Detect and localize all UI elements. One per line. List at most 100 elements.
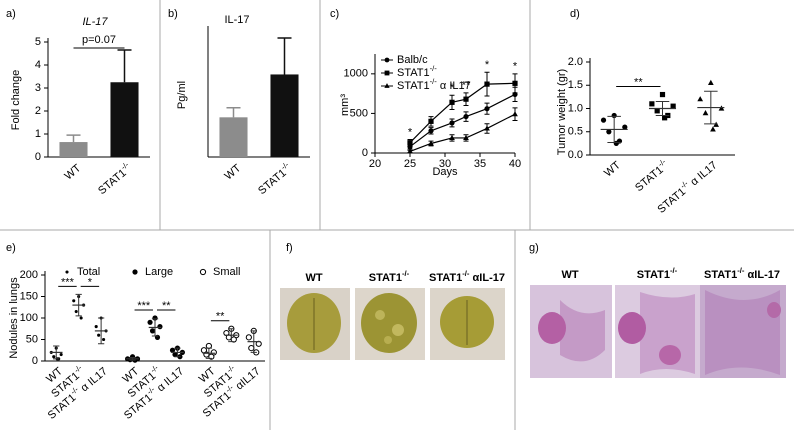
marker <box>512 111 518 117</box>
x-tick-label: 35 <box>474 158 486 170</box>
photo-caption: WT <box>305 272 322 284</box>
marker <box>622 124 628 130</box>
marker <box>74 309 78 314</box>
x-tick-label: 40 <box>509 158 521 170</box>
y-tick-label: 0 <box>362 147 368 159</box>
y-tick-label: 2.0 <box>568 56 583 68</box>
legend-label: Total <box>77 266 100 278</box>
y-tick-label: 0.5 <box>568 126 583 138</box>
y-tick-label: 5 <box>35 36 41 48</box>
y-tick-label: 0 <box>35 151 41 163</box>
marker <box>484 125 490 131</box>
marker <box>659 91 666 98</box>
lung <box>361 293 417 353</box>
tumor <box>538 312 566 344</box>
significance-label: * <box>513 61 518 73</box>
legend-label: Large <box>145 266 173 278</box>
y-axis-label: Fold change <box>10 70 22 131</box>
sd-bar <box>607 115 621 143</box>
marker <box>449 120 455 126</box>
bar <box>59 142 88 157</box>
photo-caption: STAT1-/- <box>369 269 410 284</box>
sd-bar <box>53 345 60 360</box>
marker <box>707 79 714 86</box>
marker <box>132 269 138 275</box>
sd-bar <box>75 293 82 317</box>
panel-label: d) <box>570 8 580 20</box>
marker <box>248 345 255 352</box>
tissue <box>640 292 695 374</box>
significance-label: * <box>88 276 93 288</box>
marker <box>52 355 56 359</box>
photo-caption: STAT1-/- <box>637 266 678 281</box>
legend-label: STAT1-/- <box>397 64 437 79</box>
panel-label: a) <box>6 8 16 20</box>
marker <box>384 83 390 88</box>
sd-bar <box>655 101 670 116</box>
sd-bar <box>704 90 718 125</box>
marker <box>65 270 69 274</box>
marker <box>199 268 207 276</box>
marker <box>484 106 490 112</box>
marker <box>245 334 252 341</box>
marker <box>59 352 63 357</box>
marker <box>670 103 676 109</box>
series-line <box>409 93 516 148</box>
y-tick-label: 2 <box>35 105 41 117</box>
significance-label: *** <box>137 300 151 312</box>
error-bar <box>277 37 292 75</box>
marker <box>154 334 161 340</box>
y-tick-label: 200 <box>20 269 38 281</box>
nodule <box>384 336 392 344</box>
marker <box>512 80 518 86</box>
marker <box>407 144 413 150</box>
y-tick-label: 1000 <box>344 68 368 80</box>
marker <box>72 299 76 303</box>
y-tick-label: 1.0 <box>568 102 583 114</box>
marker <box>102 337 106 342</box>
y-axis-label: mm³ <box>339 94 351 116</box>
sd-bar <box>129 357 136 361</box>
panel-title: IL-17 <box>82 16 108 28</box>
marker <box>97 333 101 337</box>
marker <box>662 115 668 121</box>
marker <box>649 101 655 107</box>
y-tick-label: 1 <box>35 128 41 140</box>
tumor <box>767 302 781 318</box>
significance-label: ** <box>462 80 471 92</box>
legend-label: STAT1-/- α IL17 <box>397 77 471 92</box>
significance-label: ** <box>634 76 643 88</box>
y-tick-label: 50 <box>26 333 38 345</box>
significance-label: * <box>408 126 413 138</box>
x-tick-label: STAT1-/- <box>631 156 672 194</box>
marker <box>407 140 413 146</box>
marker <box>147 319 153 325</box>
marker <box>449 99 455 105</box>
y-axis-label: Tumor weight (gr) <box>556 69 568 155</box>
legend-label: Balb/c <box>397 54 428 66</box>
annotation: p=0.07 <box>82 34 116 46</box>
photo-panel-g: g) WT STAT1-/- STAT1-/- αIL-17 <box>529 242 786 378</box>
x-tick-label: WT <box>62 162 83 182</box>
x-tick-label: 25 <box>404 158 416 170</box>
significance-label: * <box>450 82 455 94</box>
marker <box>449 134 455 141</box>
y-tick-label: 150 <box>20 290 38 302</box>
marker <box>172 351 178 358</box>
significance-label: ** <box>216 311 225 323</box>
y-tick-label: 4 <box>35 59 41 71</box>
y-axis-label: Nodules in lungs <box>8 277 20 359</box>
nodule <box>392 324 404 336</box>
panel-label: f) <box>286 242 293 254</box>
sd-bar <box>97 317 105 345</box>
legend-label: Small <box>213 266 241 278</box>
marker <box>484 81 490 87</box>
significance-label: *** <box>61 276 75 288</box>
x-tick-label: 20 <box>369 158 381 170</box>
marker <box>606 129 612 135</box>
y-tick-label: 100 <box>20 312 38 324</box>
error-bar <box>226 107 241 118</box>
bar <box>270 74 299 157</box>
